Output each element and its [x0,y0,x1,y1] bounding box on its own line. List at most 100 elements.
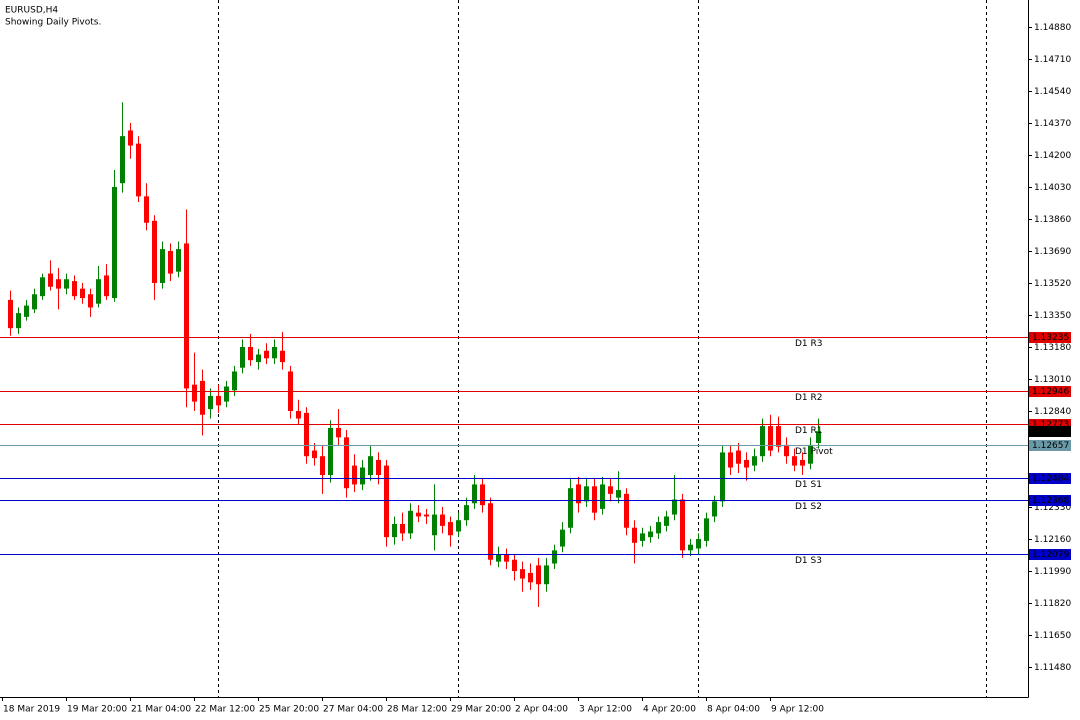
candle-body [352,465,357,485]
candle-body [440,514,445,526]
candle-body [200,380,205,415]
candle-body [664,516,669,526]
candle-body [336,427,341,438]
candle-body [208,395,213,410]
candle-body [480,484,485,506]
candle-body [608,486,613,494]
candle-body [760,426,765,457]
x-tick-label: 2 Apr 04:00 [515,705,568,715]
price-box [1029,419,1071,430]
candle-body [192,384,197,402]
candle-body [32,294,37,310]
candle-body [736,450,741,464]
candle-body [112,186,117,299]
candle-body [176,249,181,272]
y-tick-label: 1.14030 [1034,183,1071,193]
candle-body [472,484,477,504]
x-tick-label: 19 Mar 20:00 [67,705,127,715]
candle-body [600,484,605,509]
y-tick-label: 1.11650 [1034,631,1071,641]
candle-body [712,501,717,517]
candle-body [416,512,421,517]
candle-body [752,456,757,466]
y-tick-label: 1.14540 [1034,87,1071,97]
candle-body [256,354,261,363]
candle-body [64,279,69,289]
x-tick-label: 27 Mar 04:00 [323,705,383,715]
candle-body [640,533,645,541]
candle-body [648,531,653,538]
candle-body [544,565,549,585]
y-tick-label: 1.13860 [1034,215,1071,225]
x-tick-label: 29 Mar 20:00 [451,705,511,715]
x-tick-label: 9 Apr 12:00 [771,705,824,715]
candle-body [152,220,157,283]
price-box-label: 1.12773 [1032,420,1069,430]
chart-title: EURUSD,H4 [5,6,58,16]
y-tick-label: 1.14710 [1034,55,1071,65]
candle-body [432,514,437,536]
y-tick-label: 1.13690 [1034,247,1071,257]
price-box [1029,549,1071,560]
candle-body [360,467,365,485]
candle-body [800,459,805,466]
candle-body [584,486,589,502]
candle-body [552,550,557,564]
x-tick-label: 21 Mar 04:00 [131,705,191,715]
y-tick-label: 1.12330 [1034,503,1071,513]
candle-body [504,554,509,562]
candle-body [464,505,469,521]
x-tick-label: 8 Apr 04:00 [707,705,760,715]
y-tick-label: 1.14370 [1034,119,1071,129]
pivot-label: D1 R1 [795,426,823,436]
candle-body [72,281,77,297]
candle-body [280,350,285,363]
y-tick-label: 1.12160 [1034,535,1071,545]
candle-body [400,523,405,534]
y-tick-label: 1.13010 [1034,375,1071,385]
candle-body [344,437,349,489]
price-box-label: 1.12484 [1032,474,1069,484]
candle-body [128,130,133,146]
price-box [1029,332,1071,343]
y-tick-label: 1.13180 [1034,343,1071,353]
y-tick-label: 1.12840 [1034,407,1071,417]
candle-body [248,346,253,361]
candle-body [80,288,85,299]
candle-body [224,386,229,402]
candle-body [560,529,565,547]
candle-body [8,299,13,329]
current-price-box [1029,426,1071,437]
price-box [1029,440,1071,451]
candle-body [624,493,629,528]
y-tick-label: 1.13350 [1034,311,1071,321]
x-tick-label: 4 Apr 20:00 [643,705,696,715]
candle-body [264,350,269,359]
candle-body [720,452,725,502]
candle-body [56,279,61,289]
candle-body [672,499,677,515]
x-tick-label: 3 Apr 12:00 [579,705,632,715]
pivot-label: D1 S3 [795,556,822,566]
candle-body [792,456,797,466]
candle-body [424,514,429,517]
candle-body [160,249,165,283]
candle-body [520,569,525,579]
pivot-label: D1 R3 [795,339,823,349]
candle-body [704,518,709,541]
current-price-label: 1.12733 [1032,427,1069,437]
candle-body [568,488,573,528]
candle-body [328,427,333,476]
candle-body [744,459,749,468]
pivot-label: D1 S1 [795,480,822,490]
price-box [1029,473,1071,484]
candle-body [304,412,309,457]
candle-body [808,444,813,464]
candle-body [232,371,237,391]
candle-body [312,450,317,459]
candle-body [776,426,781,447]
candle-body [768,426,773,451]
candle-body [240,346,245,368]
candle-body [24,305,29,317]
